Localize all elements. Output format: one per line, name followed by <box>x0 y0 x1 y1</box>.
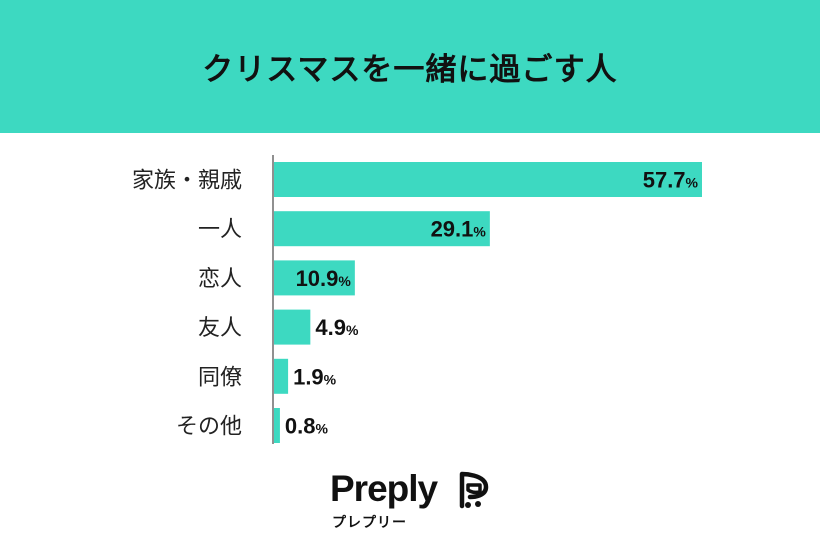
brand-logo: Preply プレプリー <box>330 468 530 548</box>
value-label-3: 4.9% <box>315 315 359 340</box>
value-label-5: 0.8% <box>285 414 329 439</box>
category-label-4: 同僚 <box>198 365 242 390</box>
chart-title: クリスマスを一緒に過ごす人 <box>202 52 618 88</box>
category-label-3: 友人 <box>198 316 242 341</box>
brand-name: Preply <box>330 468 438 509</box>
category-label-5: その他 <box>176 415 242 440</box>
bar-5 <box>274 408 280 443</box>
category-label-0: 家族・親戚 <box>132 169 242 194</box>
bar-3 <box>274 309 311 345</box>
value-label-2: 10.9% <box>296 266 352 291</box>
bar-0 <box>274 162 702 197</box>
preply-mark-icon <box>459 471 489 509</box>
brand-subtitle: プレプリー <box>332 515 407 531</box>
category-label-1: 一人 <box>198 218 242 243</box>
bar-1 <box>274 211 490 247</box>
bar-4 <box>274 358 289 394</box>
bar-2 <box>274 260 355 296</box>
category-label-2: 恋人 <box>198 267 242 292</box>
value-label-4: 1.9% <box>293 364 337 389</box>
value-label-0: 57.7% <box>643 168 699 193</box>
header-banner: クリスマスを一緒に過ごす人 <box>0 0 820 133</box>
value-label-1: 29.1% <box>431 217 487 242</box>
